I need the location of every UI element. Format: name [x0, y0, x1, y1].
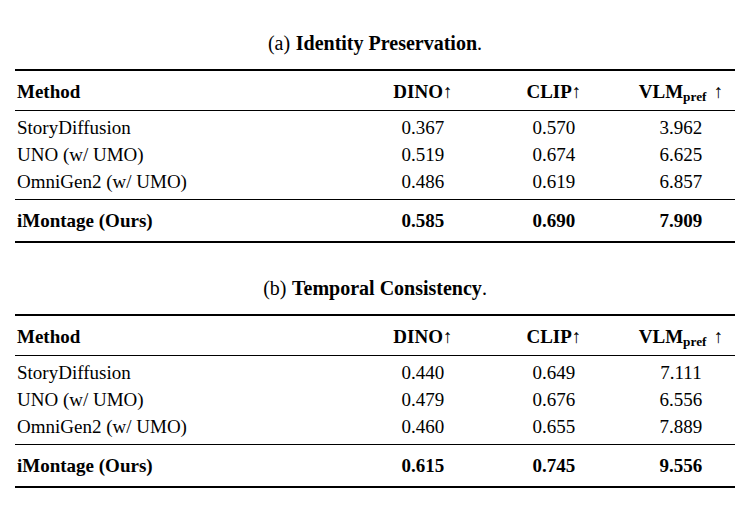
clip-value-cell: 0.655: [481, 414, 627, 445]
table-row: OmniGen2 (w/ UMO) 0.486 0.619 6.857: [15, 169, 735, 200]
method-cell: UNO (w/ UMO): [15, 387, 365, 414]
table-a-header-row: Method DINO↑ CLIP↑ VLMpref↑: [15, 70, 735, 111]
identity-preservation-section: (a)Identity Preservation. Method DINO↑ C…: [15, 0, 735, 243]
clip-value-cell: 0.674: [481, 142, 627, 169]
table-a-caption: (a) Identity Preservation.: [15, 0, 735, 56]
table-row: UNO (w/ UMO) 0.479 0.676 6.556: [15, 387, 735, 414]
identity-preservation-table: Method DINO↑ CLIP↑ VLMpref↑ StoryDiffusi…: [15, 69, 735, 243]
clip-header-label: CLIP: [526, 326, 571, 347]
table-b-caption-title: Temporal Consistency: [292, 277, 482, 299]
dino-value-cell: 0.615: [365, 445, 481, 488]
vlm-header-label: VLM: [639, 81, 683, 102]
vlm-value-cell: 6.556: [627, 387, 735, 414]
clip-value-cell: 0.690: [481, 200, 627, 243]
table-a-col-header-clip: CLIP↑: [481, 70, 627, 111]
temporal-consistency-table: Method DINO↑ CLIP↑ VLMpref↑ StoryDiffusi…: [15, 314, 735, 488]
table-b-col-header-vlm: VLMpref ↑: [627, 315, 735, 356]
up-arrow-icon: ↑: [714, 326, 724, 347]
temporal-consistency-section: (b)Temporal Consistency. Method DINO↑ CL…: [15, 275, 735, 488]
method-cell: StoryDiffusion: [15, 111, 365, 143]
table-a-caption-title: Identity Preservation: [296, 32, 477, 54]
clip-value-cell: 0.570: [481, 111, 627, 143]
up-arrow-icon: ↑: [714, 81, 724, 102]
table-a-col-header-vlm: VLMpref ↑: [627, 70, 735, 111]
table-a-col-header-dino: DINO↑: [365, 70, 481, 111]
vlm-header-subscript: pref: [683, 89, 706, 104]
table-row: StoryDiffusion 0.367 0.570 3.962: [15, 111, 735, 143]
method-cell: iMontage (Ours): [15, 445, 365, 488]
vlm-value-cell: 6.857: [627, 169, 735, 200]
table-row: OmniGen2 (w/ UMO) 0.460 0.655 7.889: [15, 414, 735, 445]
table-b-caption-period: .: [482, 277, 487, 299]
dino-header-label: DINO: [393, 326, 443, 347]
dino-value-cell: 0.585: [365, 200, 481, 243]
up-arrow-icon: ↑: [443, 326, 453, 347]
table-b-header-row: Method DINO↑ CLIP↑ VLMpref↑: [15, 315, 735, 356]
table-row: UNO (w/ UMO) 0.519 0.674 6.625: [15, 142, 735, 169]
table-row-ours: iMontage (Ours) 0.585 0.690 7.909: [15, 200, 735, 243]
table-row-ours: iMontage (Ours) 0.615 0.745 9.556: [15, 445, 735, 488]
dino-value-cell: 0.440: [365, 356, 481, 388]
method-cell: StoryDiffusion: [15, 356, 365, 388]
up-arrow-icon: ↑: [572, 81, 582, 102]
paper-table-figure: (a)Identity Preservation. Method DINO↑ C…: [0, 0, 751, 509]
method-cell: OmniGen2 (w/ UMO): [15, 414, 365, 445]
method-cell: OmniGen2 (w/ UMO): [15, 169, 365, 200]
method-cell: iMontage (Ours): [15, 200, 365, 243]
vlm-value-cell: 7.111: [627, 356, 735, 388]
method-cell: UNO (w/ UMO): [15, 142, 365, 169]
vlm-value-cell: 7.909: [627, 200, 735, 243]
up-arrow-icon: ↑: [443, 81, 453, 102]
up-arrow-icon: ↑: [572, 326, 582, 347]
table-b-caption-index: (b): [263, 277, 286, 299]
table-a-col-header-method: Method: [15, 70, 365, 111]
dino-value-cell: 0.367: [365, 111, 481, 143]
vlm-value-cell: 6.625: [627, 142, 735, 169]
table-b-col-header-method: Method: [15, 315, 365, 356]
clip-header-label: CLIP: [526, 81, 571, 102]
vlm-value-cell: 3.962: [627, 111, 735, 143]
vlm-value-cell: 9.556: [627, 445, 735, 488]
vlm-header-subscript: pref: [683, 334, 706, 349]
table-row: StoryDiffusion 0.440 0.649 7.111: [15, 356, 735, 388]
table-b-col-header-clip: CLIP↑: [481, 315, 627, 356]
vlm-value-cell: 7.889: [627, 414, 735, 445]
dino-value-cell: 0.486: [365, 169, 481, 200]
clip-value-cell: 0.745: [481, 445, 627, 488]
dino-value-cell: 0.519: [365, 142, 481, 169]
clip-value-cell: 0.619: [481, 169, 627, 200]
dino-header-label: DINO: [393, 81, 443, 102]
table-b-caption: (b) Temporal Consistency.: [15, 275, 735, 301]
dino-value-cell: 0.479: [365, 387, 481, 414]
table-b-col-header-dino: DINO↑: [365, 315, 481, 356]
vlm-header-label: VLM: [639, 326, 683, 347]
clip-value-cell: 0.649: [481, 356, 627, 388]
dino-value-cell: 0.460: [365, 414, 481, 445]
table-a-caption-period: .: [477, 32, 482, 54]
table-a-caption-index: (a): [268, 32, 290, 54]
clip-value-cell: 0.676: [481, 387, 627, 414]
